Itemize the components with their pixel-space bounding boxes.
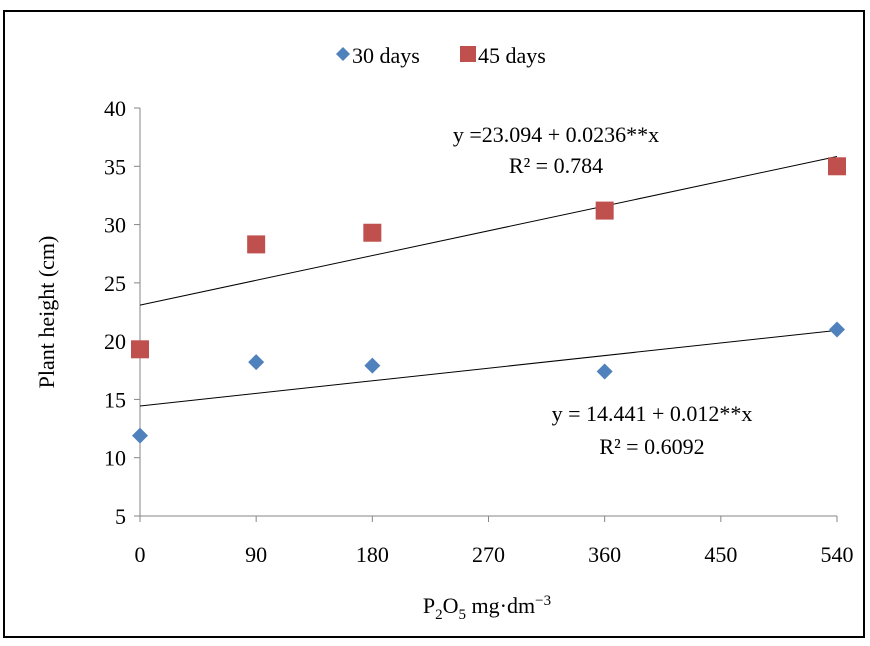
x-tick-label: 90 (245, 542, 267, 567)
data-point-45-days (247, 235, 266, 254)
chart-border (3, 10, 865, 638)
y-tick-label: 5 (115, 504, 126, 529)
x-tick-label: 0 (135, 542, 146, 567)
r2-30-days: R² = 0.6092 (599, 434, 704, 459)
equation-45-days: y =23.094 + 0.0236**x (453, 122, 659, 147)
data-point-45-days (131, 340, 149, 359)
legend-label-30-days: 30 days (352, 43, 420, 68)
data-point-30-days (829, 321, 845, 338)
trendline-45-days (139, 156, 838, 306)
data-point-30-days (364, 357, 381, 374)
legend-label-45-days: 45 days (478, 43, 546, 68)
data-point-30-days (132, 427, 148, 444)
y-tick-label: 30 (104, 213, 126, 238)
x-axis-title: P2O5 mg·dm−3 (423, 593, 551, 623)
trendline-30-days (139, 329, 838, 407)
legend: 30 days 45 days (336, 43, 546, 68)
y-tick-label: 35 (104, 154, 126, 179)
y-axis-title: Plant height (cm) (34, 236, 59, 389)
x-tick-label: 360 (588, 542, 621, 567)
legend-marker-30-days (336, 47, 350, 61)
data-point-45-days (363, 223, 382, 242)
x-tick-label: 540 (821, 542, 854, 567)
data-point-45-days (595, 201, 614, 220)
data-point-30-days (596, 363, 613, 380)
x-tick-label: 450 (704, 542, 737, 567)
x-tick-label: 270 (472, 542, 505, 567)
legend-marker-45-days (460, 46, 476, 62)
y-tick-label: 40 (104, 96, 126, 121)
y-tick-label: 10 (104, 446, 126, 471)
data-point-45-days (828, 157, 846, 176)
r2-45-days: R² = 0.784 (509, 153, 603, 178)
data-point-30-days (248, 354, 265, 371)
equation-30-days: y = 14.441 + 0.012**x (552, 401, 753, 426)
x-tick-label: 180 (356, 542, 389, 567)
y-tick-label: 20 (104, 329, 126, 354)
y-tick-label: 15 (104, 387, 126, 412)
y-tick-label: 25 (104, 271, 126, 296)
